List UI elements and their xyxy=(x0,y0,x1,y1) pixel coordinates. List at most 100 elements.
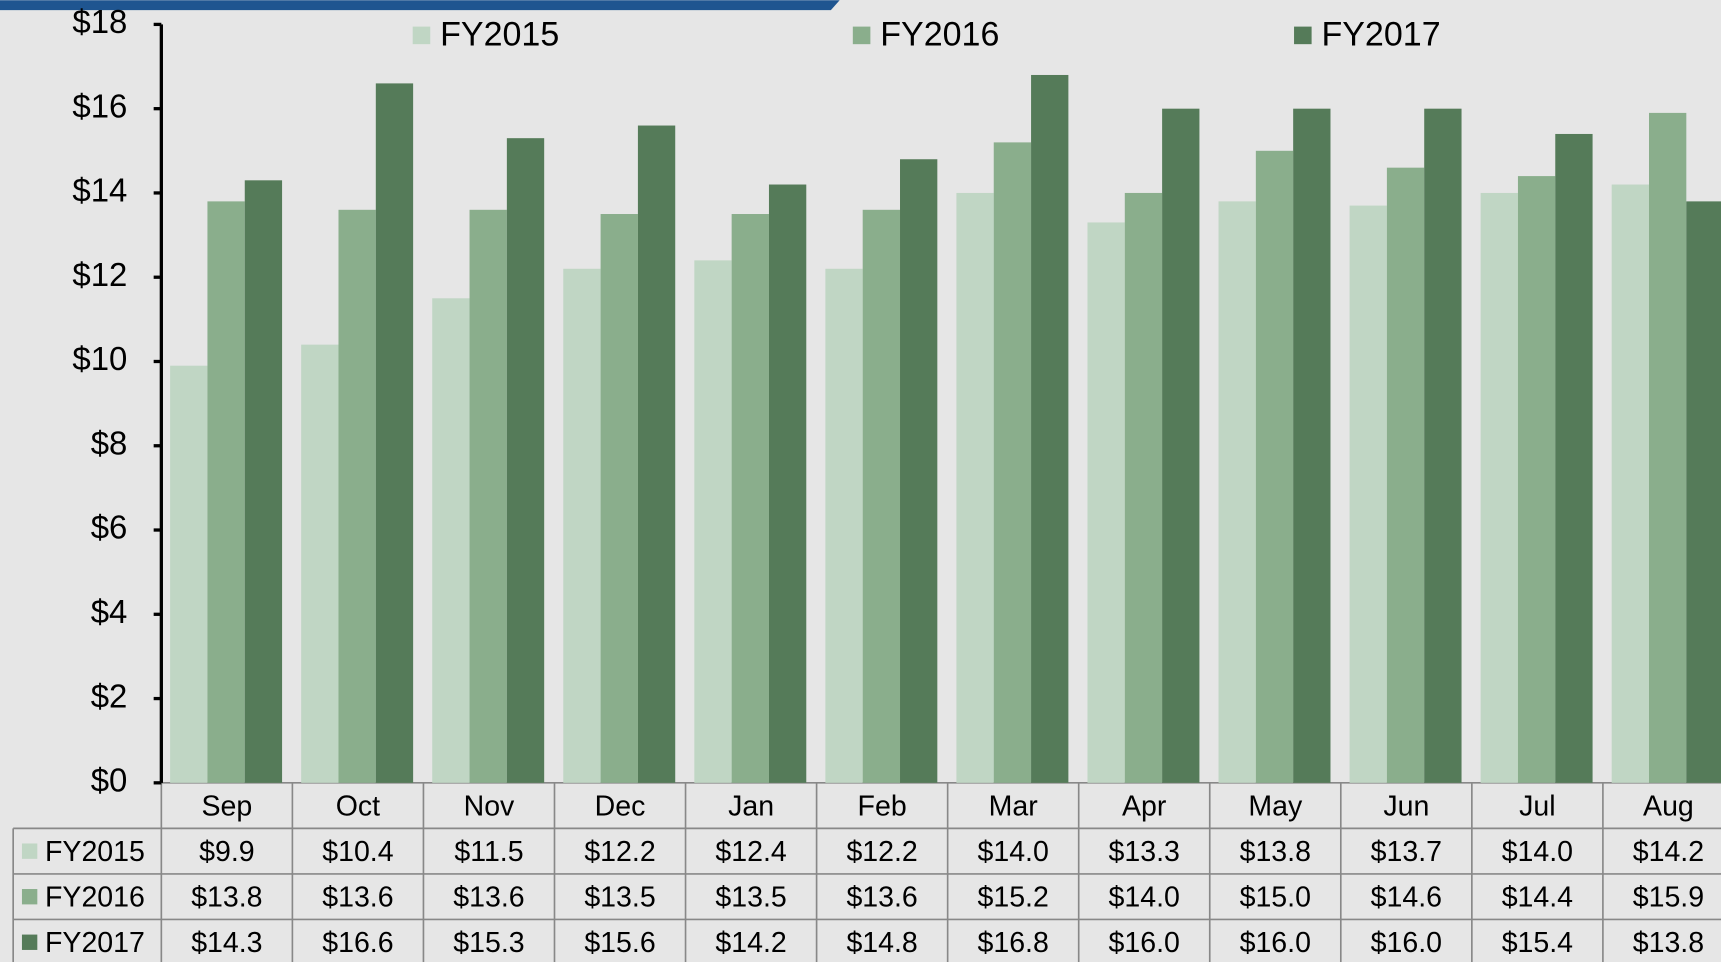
table-cell: $14.0 xyxy=(1109,881,1180,913)
table-cell: $9.9 xyxy=(199,836,255,868)
table-cell: $14.3 xyxy=(191,927,262,959)
table-cell: $13.5 xyxy=(715,881,786,913)
bar xyxy=(1162,108,1200,783)
table-cell: $14.0 xyxy=(1502,836,1573,868)
x-tick-label: Apr xyxy=(1122,790,1167,822)
table-cell: $13.3 xyxy=(1109,836,1180,868)
bar xyxy=(1555,133,1593,783)
table-cell: $15.0 xyxy=(1240,881,1311,913)
bar xyxy=(506,138,545,783)
table-cell: $16.0 xyxy=(1371,927,1442,959)
table-cell: $13.8 xyxy=(1633,927,1704,959)
table-cell: $12.4 xyxy=(715,836,786,868)
bar xyxy=(1255,150,1294,783)
y-tick-label: $14 xyxy=(72,172,127,209)
x-tick-label: Nov xyxy=(464,790,515,822)
table-cell: $14.0 xyxy=(977,836,1048,868)
bar xyxy=(600,214,638,783)
table-cell: $11.5 xyxy=(454,836,523,868)
y-tick-label: $4 xyxy=(91,593,128,630)
table-cell: $13.6 xyxy=(322,881,393,913)
legend-swatch xyxy=(852,26,871,45)
x-tick-label: Oct xyxy=(336,790,380,822)
table-row-header: FY2016 xyxy=(45,881,145,913)
bar xyxy=(207,201,245,783)
table-cell: $15.2 xyxy=(977,881,1048,913)
x-tick-label: Jul xyxy=(1519,790,1555,822)
table-cell: $15.6 xyxy=(584,927,655,959)
table-cell: $16.0 xyxy=(1240,927,1311,959)
header-strip xyxy=(0,0,840,11)
bar xyxy=(1480,192,1518,783)
x-tick-label: Jan xyxy=(728,790,774,822)
table-key xyxy=(21,889,38,905)
y-tick-label: $0 xyxy=(91,762,128,799)
table-cell: $16.8 xyxy=(977,927,1048,959)
bar xyxy=(731,214,769,783)
x-tick-label: Mar xyxy=(989,790,1039,822)
x-tick-label: Dec xyxy=(595,790,646,822)
legend-label: FY2017 xyxy=(1321,15,1440,53)
bar xyxy=(637,125,676,783)
legend-swatch xyxy=(412,26,431,45)
legend-label: FY2015 xyxy=(440,15,559,53)
y-tick-label: $6 xyxy=(91,509,128,546)
bar xyxy=(1293,108,1331,783)
bar xyxy=(338,209,376,783)
table-key xyxy=(21,934,38,950)
bar xyxy=(244,180,283,783)
table-key xyxy=(21,843,38,859)
table-cell: $13.8 xyxy=(1240,836,1311,868)
bar xyxy=(825,268,863,783)
y-tick-label: $8 xyxy=(91,424,128,461)
bar xyxy=(1031,74,1069,783)
bar xyxy=(469,209,507,783)
bar xyxy=(1424,108,1462,783)
y-tick-label: $16 xyxy=(72,87,127,124)
table-cell: $13.6 xyxy=(453,881,524,913)
legend-swatch xyxy=(1294,26,1312,45)
table-cell: $14.2 xyxy=(1633,836,1704,868)
bar xyxy=(1386,167,1425,783)
legend-label: FY2016 xyxy=(880,15,999,53)
table-cell: $14.6 xyxy=(1371,881,1442,913)
table-cell: $12.2 xyxy=(584,836,655,868)
table-cell: $15.3 xyxy=(453,927,524,959)
bar xyxy=(768,184,807,783)
bar xyxy=(1124,192,1163,783)
table-cell: $16.0 xyxy=(1109,927,1180,959)
y-tick-label: $2 xyxy=(91,677,128,714)
table-row-header: FY2015 xyxy=(45,836,145,868)
table-cell: $12.2 xyxy=(846,836,917,868)
table-cell: $16.6 xyxy=(322,927,393,959)
table-cell: $13.5 xyxy=(584,881,655,913)
bar xyxy=(1648,112,1687,783)
bar xyxy=(1349,205,1387,783)
bar xyxy=(1517,176,1556,783)
x-tick-label: Sep xyxy=(201,790,252,822)
table-cell: $13.8 xyxy=(191,881,262,913)
x-tick-label: Aug xyxy=(1643,790,1694,822)
bar xyxy=(1087,222,1125,783)
table-row-header: FY2017 xyxy=(45,927,145,959)
table-cell: $13.7 xyxy=(1371,836,1442,868)
bar xyxy=(375,83,414,783)
bar xyxy=(563,268,601,783)
table-cell: $10.4 xyxy=(322,836,393,868)
bar xyxy=(301,344,339,783)
table-cell: $14.2 xyxy=(715,927,786,959)
bar xyxy=(432,298,470,783)
bar xyxy=(956,192,994,783)
x-tick-label: Feb xyxy=(858,790,907,822)
bar xyxy=(170,365,208,783)
bar xyxy=(862,209,901,783)
table-cell: $15.4 xyxy=(1502,927,1573,959)
table-cell: $14.4 xyxy=(1502,881,1573,913)
x-tick-label: Jun xyxy=(1383,790,1429,822)
table-cell: $14.8 xyxy=(846,927,917,959)
bar xyxy=(1611,184,1649,783)
bar xyxy=(694,260,732,783)
x-tick-label: May xyxy=(1248,790,1303,822)
